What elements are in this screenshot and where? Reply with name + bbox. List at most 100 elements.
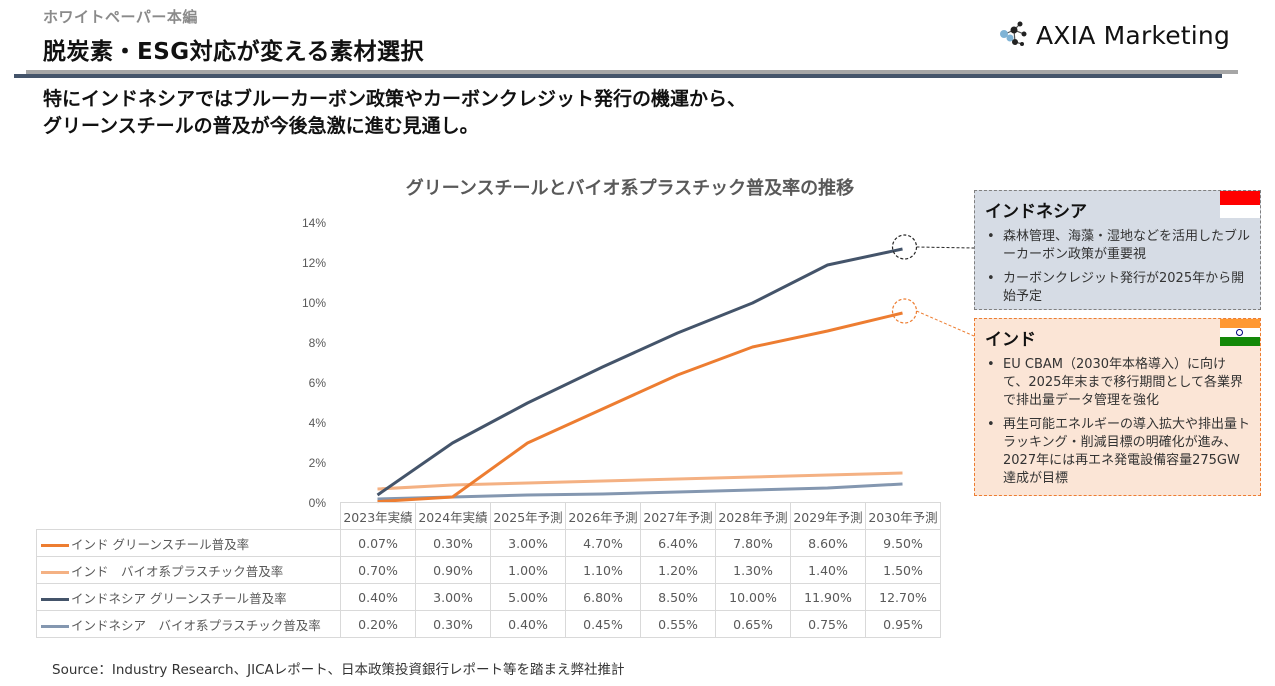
chart-data-table: 2023年実績 2024年実績 2025年予測 2026年予測 2027年予測 … (36, 502, 941, 638)
table-cell: 0.90% (415, 556, 491, 584)
bullet-item: カーボンクレジット発行が2025年から開始予定 (985, 270, 1250, 306)
callout-connector-line (916, 310, 975, 337)
legend-line-icon (41, 543, 69, 547)
series-name: インドネシア グリーンスチール普及率 (71, 590, 287, 606)
table-row: インド グリーンスチール普及率 0.07% 0.30% 3.00% 4.70% 6.40%… (36, 529, 941, 557)
series-legend-cell: インド グリーンスチール普及率 (36, 529, 341, 557)
table-cell: 8.50% (640, 583, 716, 611)
callout-bullets: EU CBAM（2030年本格導入）に向けて、2025年末まで移行期間として各業… (985, 356, 1250, 488)
callout-bullets: 森林管理、海藻・湿地などを活用したブルーカーボン政策が重要視 カーボンクレジット… (985, 228, 1250, 306)
table-row: インドネシア グリーンスチール普及率 0.40% 3.00% 5.00% 6.80% 8.… (36, 583, 941, 611)
bullet-item: EU CBAM（2030年本格導入）に向けて、2025年末まで移行期間として各業… (985, 356, 1250, 410)
table-cell: 3.00% (490, 529, 566, 557)
table-cell: 12.70% (865, 583, 941, 611)
column-header: 2030年予測 (865, 502, 941, 530)
legend-line-icon (41, 597, 69, 601)
table-cell: 5.00% (490, 583, 566, 611)
series-layer (376, 247, 903, 504)
page-title: 脱炭素・ESG対応が変える素材選択 (43, 39, 424, 65)
series-legend-cell: インドネシア グリーンスチール普及率 (36, 583, 341, 611)
indonesia-flag-icon (1220, 191, 1260, 218)
table-header-row: 2023年実績 2024年実績 2025年予測 2026年予測 2027年予測 … (36, 502, 941, 530)
callout-connector-line (916, 246, 975, 249)
column-header: 2027年予測 (640, 502, 716, 530)
table-cell: 8.60% (790, 529, 866, 557)
table-cell: 3.00% (415, 583, 491, 611)
table-cell: 11.90% (790, 583, 866, 611)
table-cell: 0.45% (565, 610, 641, 638)
series-name: インド グリーンスチール普及率 (71, 536, 250, 552)
document-kicker: ホワイトペーパー本編 (43, 8, 198, 26)
y-axis: 0%2%4%6%8%10%12%14% (302, 216, 326, 510)
table-cell: 1.50% (865, 556, 941, 584)
callout-title: インド (985, 330, 1036, 350)
y-tick-label: 8% (309, 336, 327, 350)
table-cell: 4.70% (565, 529, 641, 557)
table-cell: 10.00% (715, 583, 791, 611)
lead-line-2: グリーンスチールの普及が今後急激に進む見通し。 (43, 115, 479, 137)
highlight-circle (891, 298, 918, 324)
callout-indonesia: インドネシア 森林管理、海藻・湿地などを活用したブルーカーボン政策が重要視 カー… (974, 190, 1261, 310)
source-note: Source：Industry Research、JICAレポート、日本政策投資… (52, 662, 625, 678)
legend-line-icon (41, 570, 69, 574)
series-line (377, 471, 903, 491)
chart-title: グリーンスチールとバイオ系プラスチック普及率の推移 (405, 178, 855, 199)
bullet-item: 再生可能エネルギーの導入拡大や排出量トラッキング・削減目標の明確化が進み、202… (985, 416, 1250, 488)
table-cell: 0.95% (865, 610, 941, 638)
table-cell: 9.50% (865, 529, 941, 557)
y-tick-label: 14% (302, 216, 326, 230)
highlight-circle (891, 234, 918, 260)
callout-india: インド EU CBAM（2030年本格導入）に向けて、2025年末まで移行期間と… (974, 318, 1261, 496)
table-cell: 0.70% (340, 556, 416, 584)
callout-title: インドネシア (985, 202, 1087, 222)
series-legend-cell: インドネシア バイオ系プラスチック普及率 (36, 610, 341, 638)
molecule-dots-icon (1000, 21, 1027, 46)
header-rule-navy (14, 74, 1222, 78)
lead-line-1: 特にインドネシアではブルーカーボン政策やカーボンクレジット発行の機運から、 (43, 88, 747, 110)
y-tick-label: 12% (302, 256, 326, 270)
column-header: 2026年予測 (565, 502, 641, 530)
table-cell: 1.20% (640, 556, 716, 584)
series-name: インド バイオ系プラスチック普及率 (71, 563, 284, 579)
bullet-item: 森林管理、海藻・湿地などを活用したブルーカーボン政策が重要視 (985, 228, 1250, 264)
series-legend-cell: インド バイオ系プラスチック普及率 (36, 556, 341, 584)
table-cell: 6.80% (565, 583, 641, 611)
lead-text: 特にインドネシアではブルーカーボン政策やカーボンクレジット発行の機運から、 グリ… (43, 86, 746, 140)
table-row: インド バイオ系プラスチック普及率 0.70% 0.90% 1.00% 1.10% 1.2… (36, 556, 941, 584)
column-header: 2023年実績 (340, 502, 416, 530)
table-cell: 6.40% (640, 529, 716, 557)
column-header: 2024年実績 (415, 502, 491, 530)
table-corner (36, 502, 341, 530)
table-cell: 1.10% (565, 556, 641, 584)
table-cell: 7.80% (715, 529, 791, 557)
column-header: 2028年予測 (715, 502, 791, 530)
table-cell: 0.07% (340, 529, 416, 557)
series-line (376, 247, 903, 497)
y-tick-label: 2% (309, 456, 327, 470)
series-line (377, 311, 903, 504)
table-cell: 0.20% (340, 610, 416, 638)
y-tick-label: 10% (302, 296, 326, 310)
table-cell: 0.40% (490, 610, 566, 638)
table-cell: 1.00% (490, 556, 566, 584)
india-flag-icon (1220, 319, 1260, 346)
brand-name: AXIA Marketing (1036, 20, 1231, 50)
table-cell: 0.55% (640, 610, 716, 638)
y-tick-label: 6% (309, 376, 327, 390)
table-cell: 1.30% (715, 556, 791, 584)
table-cell: 0.30% (415, 529, 491, 557)
annotation-layer (891, 234, 975, 337)
table-cell: 0.30% (415, 610, 491, 638)
header-rule-gray (26, 70, 1238, 74)
brand-logo: AXIA Marketing (998, 20, 1230, 50)
table-cell: 0.75% (790, 610, 866, 638)
column-header: 2025年予測 (490, 502, 566, 530)
series-line (377, 482, 903, 501)
table-cell: 1.40% (790, 556, 866, 584)
series-name: インドネシア バイオ系プラスチック普及率 (71, 617, 321, 633)
table-cell: 0.40% (340, 583, 416, 611)
table-cell: 0.65% (715, 610, 791, 638)
column-header: 2029年予測 (790, 502, 866, 530)
legend-line-icon (41, 624, 69, 628)
y-tick-label: 4% (309, 416, 327, 430)
